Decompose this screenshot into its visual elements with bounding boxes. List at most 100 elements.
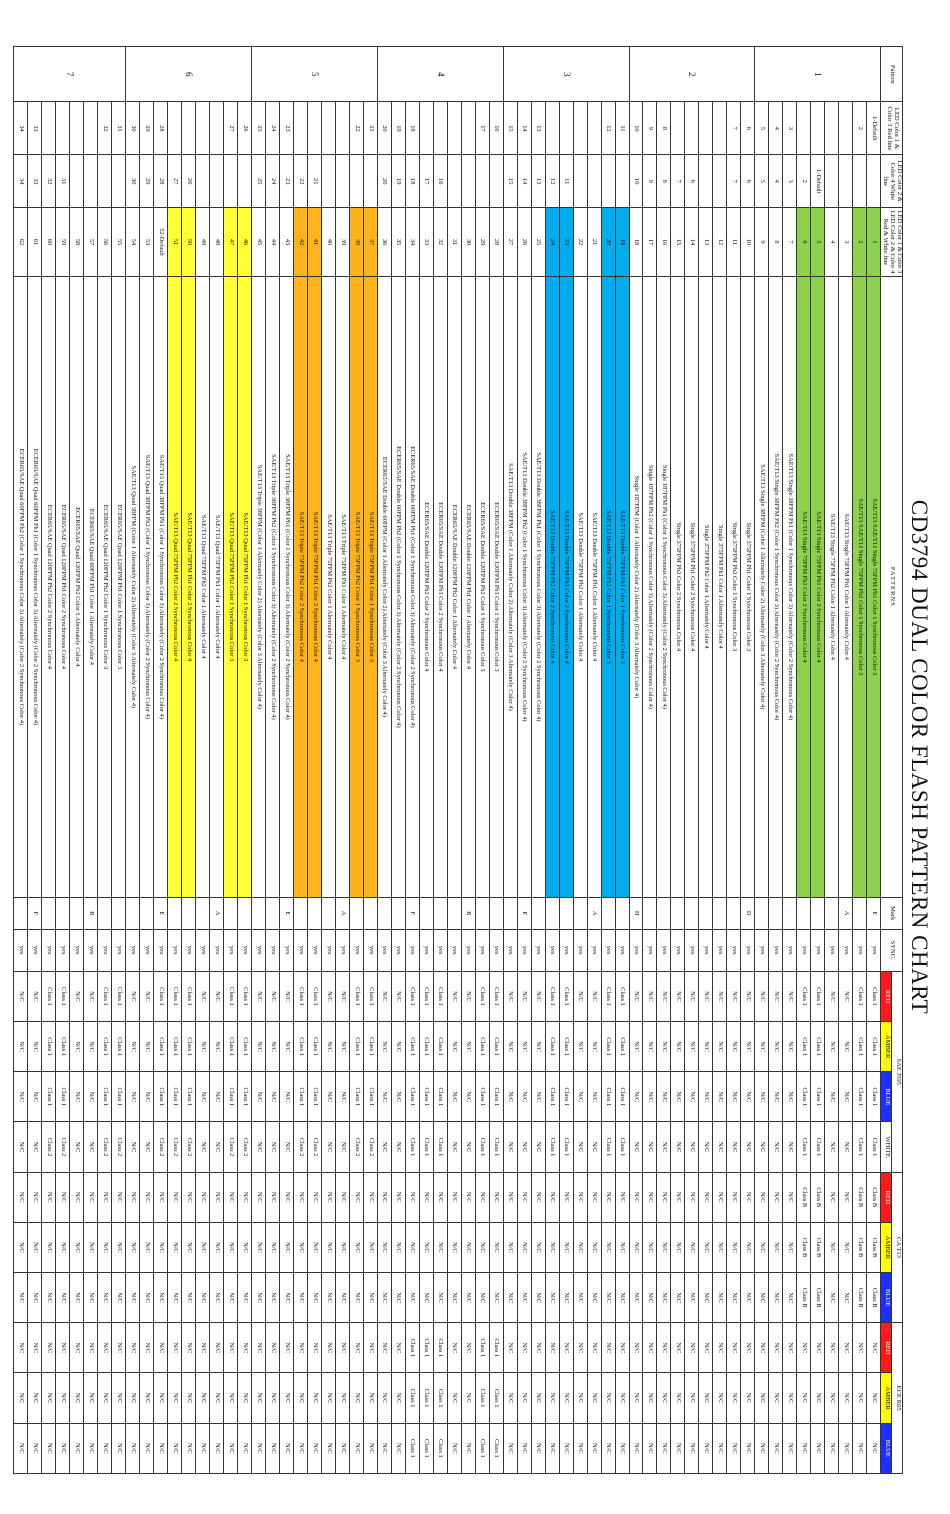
ece-blue-value: N/C	[824, 1423, 839, 1474]
sae-red-value: N/C	[824, 971, 839, 1022]
pattern-description: SAE/T13 Double 75FPM Ph1 Color 1 Alterna…	[587, 276, 602, 898]
ece-red-value: N/C	[461, 1322, 476, 1373]
pattern-description: SAE/T13 Quad 75FPM Ph1 Color 1 Synchrono…	[237, 276, 252, 898]
sae-amber-value: N/C	[726, 1021, 741, 1072]
ece-blue-value: N/C	[237, 1423, 252, 1474]
sae-blue-value: Class 1	[223, 1071, 238, 1122]
ece-amber-value: N/C	[335, 1372, 350, 1424]
sync-value: yes	[265, 929, 280, 972]
mark-letter	[391, 897, 406, 930]
pattern-description: SAE/T13 Quad 38FPM (Color 1 Alternately …	[125, 276, 140, 898]
sae-blue-value: Class 1	[489, 1071, 504, 1122]
sae-red-value: N/C	[461, 971, 476, 1022]
ece-red-value: N/C	[195, 1322, 210, 1373]
color-1-3-number	[684, 101, 699, 155]
table-row: 12 Single 375FPM Ph1 Color 1 Alternately …	[712, 47, 727, 1474]
sae-white-value: N/C	[712, 1121, 727, 1173]
pattern-description: Single 187FPM Ph1 (Color 1 Synchronous C…	[656, 276, 671, 898]
ece-blue-header: BLUE	[880, 1423, 892, 1474]
cat13-amber-value: N/C	[69, 1222, 84, 1273]
cat13-red-value: N/C	[237, 1172, 252, 1223]
sync-value: yes	[363, 929, 378, 972]
sae-amber-value: Class 1	[615, 1021, 630, 1072]
cat13-blue-value: N/C	[321, 1272, 336, 1323]
red-white-number: 50	[181, 207, 196, 277]
sae-amber-value: Class 1	[796, 1021, 811, 1072]
cat13-blue-value: N/C	[740, 1272, 755, 1323]
sae-white-value: N/C	[83, 1121, 98, 1173]
cat13-red-value: N/C	[461, 1172, 476, 1223]
table-row: 4 4 8 SAE/T13 Single 38FPM Ph2 (Color 1 Syn…	[768, 47, 783, 1474]
pattern-description: SAE/T13 Triple 75FPM Ph1 Color 1 Synchro…	[363, 276, 378, 898]
ece-amber-value: N/C	[754, 1372, 769, 1424]
sae-amber-value: N/C	[69, 1021, 84, 1072]
mark-letter	[97, 897, 112, 930]
cat13-red-value: N/C	[97, 1172, 112, 1223]
sae-red-value: Class 1	[97, 971, 112, 1022]
sae-red-value: N/C	[69, 971, 84, 1022]
sae-amber-value: N/C	[125, 1021, 140, 1072]
ece-blue-value: N/C	[545, 1423, 560, 1474]
sae-red-value: N/C	[279, 971, 294, 1022]
cat13-amber-value: N/C	[237, 1222, 252, 1273]
cat13-blue-value: N/C	[195, 1272, 210, 1323]
pattern-description: ECER65/SAE Quad 60FPM Ph2 (Color 1 Synch…	[13, 276, 28, 898]
ece-amber-value: N/C	[503, 1372, 518, 1424]
table-row: 16 32 ECER65/SAE Double 120FPM Ph1 Color 2…	[433, 47, 448, 1474]
sae-blue-value: Class 1	[293, 1071, 308, 1122]
sae-blue-value: Class 1	[796, 1071, 811, 1122]
color-1-3-number	[461, 101, 476, 155]
sae-blue-value: Class 1	[545, 1071, 560, 1122]
color-1-3-number: 6	[740, 101, 755, 155]
red-white-number: 56	[97, 207, 112, 277]
sae-blue-value: N/C	[573, 1071, 588, 1122]
sae-red-value: N/C	[838, 971, 853, 1022]
ece-red-value: N/C	[377, 1322, 392, 1373]
red-white-number: 14	[684, 207, 699, 277]
cat13-blue-value: N/C	[251, 1272, 266, 1323]
ece-red-value: N/C	[153, 1322, 168, 1373]
color-1-3-number: 2	[852, 101, 867, 155]
sae-red-value: N/C	[251, 971, 266, 1022]
sae-blue-value: Class 1	[111, 1071, 126, 1122]
color-2-4-number: 29	[139, 154, 154, 208]
sync-value: yes	[643, 929, 657, 972]
sae-red-value: Class 1	[866, 971, 881, 1022]
cat13-red-value: N/C	[167, 1172, 182, 1223]
cat13-amber-value: N/C	[531, 1222, 546, 1273]
sae-amber-value: N/C	[265, 1021, 280, 1072]
cat13-amber-value: N/C	[13, 1222, 28, 1273]
header-color-1-3: LED Color 1 & Color 3 Red line	[880, 101, 903, 155]
ece-amber-value: N/C	[670, 1372, 685, 1424]
ece-amber-value: N/C	[684, 1372, 699, 1424]
sae-blue-value: Class 1	[475, 1071, 490, 1122]
sae-white-value: Class 1	[405, 1121, 420, 1173]
sae-white-value: Class 1	[810, 1121, 825, 1173]
cat13-blue-value: N/C	[335, 1272, 350, 1323]
sae-white-value: N/C	[335, 1121, 350, 1173]
color-1-3-number	[419, 101, 434, 155]
ece-blue-value: N/C	[461, 1423, 476, 1474]
color-2-4-number: 8	[656, 154, 671, 208]
cat13-red-value: N/C	[684, 1172, 699, 1223]
mark-letter	[754, 897, 769, 930]
color-1-3-number: 25	[251, 101, 266, 155]
cat13-blue-value: N/C	[712, 1272, 727, 1323]
color-1-3-number	[838, 101, 853, 155]
color-2-4-number: 16	[433, 154, 448, 208]
flash-pattern-table: Pattern LED Color 1 & Color 3 Red line L…	[13, 46, 903, 1474]
ece-red-value: N/C	[293, 1322, 308, 1373]
pattern-description: SAE/T13 Triple 38FPM (Color 1 Alternatel…	[251, 276, 266, 898]
pattern-description: ECER65/SAE Double 120FPM Ph2 Color 1 Syn…	[475, 276, 490, 898]
ece-amber-value: N/C	[531, 1372, 546, 1424]
table-row: 4 16 28 ECER65/SAE Double 120FPM Ph1 Color …	[377, 46, 504, 1474]
header-color-2-4: LED Color 2 & Color 4 White line	[880, 154, 903, 208]
sync-value: yes	[573, 929, 588, 972]
color-2-4-number: 31	[55, 154, 70, 208]
ece-red-value: N/C	[209, 1322, 224, 1373]
mark-letter: F	[27, 897, 42, 930]
cat13-red-value: N/C	[83, 1172, 98, 1223]
color-1-3-number	[307, 101, 322, 155]
mark-letter	[768, 897, 783, 930]
sync-value: yes	[615, 929, 630, 972]
